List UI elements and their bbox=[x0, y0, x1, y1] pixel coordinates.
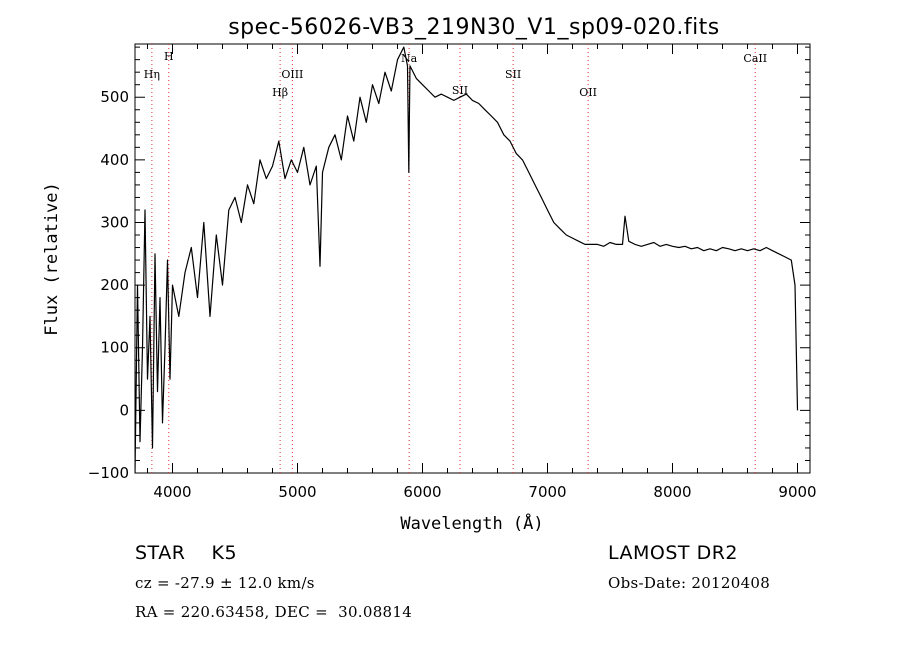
plot-frame bbox=[134, 43, 811, 474]
line-label: Na bbox=[401, 52, 418, 65]
line-label: OII bbox=[579, 86, 597, 99]
y-tick-label: 0 bbox=[119, 401, 129, 419]
y-tick-label: 100 bbox=[100, 339, 129, 357]
y-tick-label: 300 bbox=[100, 213, 129, 231]
y-tick-label: 400 bbox=[100, 151, 129, 169]
x-tick-label: 4000 bbox=[153, 483, 191, 501]
x-axis-label: Wavelength (Å) bbox=[400, 512, 543, 534]
x-tick-label: 8000 bbox=[653, 483, 691, 501]
line-label: SII bbox=[505, 68, 521, 81]
star-class-label: STAR K5 bbox=[135, 542, 238, 564]
x-tick-label: 5000 bbox=[278, 483, 316, 501]
line-label: CaII bbox=[743, 52, 767, 65]
line-label: SII bbox=[452, 84, 468, 97]
line-label: OIII bbox=[281, 68, 303, 81]
y-tick-label: 500 bbox=[100, 88, 129, 106]
line-label: Hη bbox=[144, 68, 160, 81]
line-label: Hβ bbox=[272, 86, 288, 99]
obs-date-line: Obs-Date: 20120408 bbox=[608, 574, 771, 592]
y-tick-label: 200 bbox=[100, 276, 129, 294]
plot-area: 4000 5000 6000 7000 8000 9000 −100 0 100 200 300 40… bbox=[88, 43, 817, 501]
chart-title: spec-56026-VB3_219N30_V1_sp09-020.fits bbox=[228, 15, 720, 40]
redshift-line: cz = -27.9 ± 12.0 km/s bbox=[135, 574, 315, 592]
line-label: H bbox=[164, 50, 174, 63]
spectrum-line bbox=[135, 46, 799, 473]
survey-label: LAMOST DR2 bbox=[608, 542, 738, 564]
y-tick-label: −100 bbox=[88, 464, 129, 482]
x-tick-label: 7000 bbox=[528, 483, 566, 501]
x-tick-label: 9000 bbox=[778, 483, 816, 501]
coordinates-line: RA = 220.63458, DEC = 30.08814 bbox=[135, 603, 413, 621]
x-tick-label: 6000 bbox=[403, 483, 441, 501]
y-axis-label: Flux (relative) bbox=[42, 182, 62, 336]
